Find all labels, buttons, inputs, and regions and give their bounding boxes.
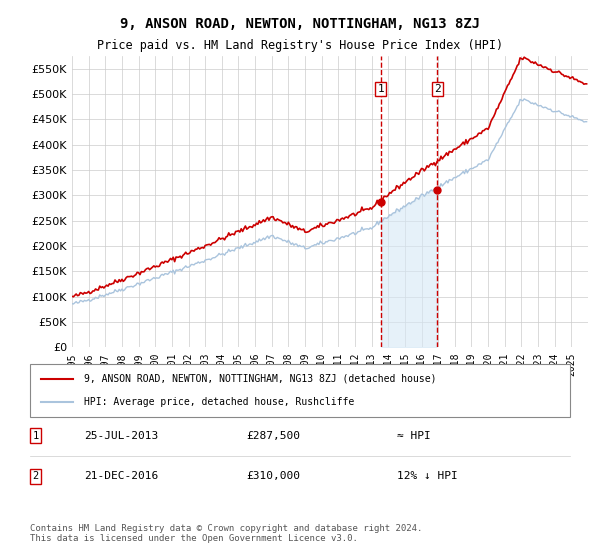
Text: ≈ HPI: ≈ HPI [397,431,431,441]
Text: 12% ↓ HPI: 12% ↓ HPI [397,472,458,482]
Text: Price paid vs. HM Land Registry's House Price Index (HPI): Price paid vs. HM Land Registry's House … [97,39,503,52]
Text: HPI: Average price, detached house, Rushcliffe: HPI: Average price, detached house, Rush… [84,397,354,407]
Text: 21-DEC-2016: 21-DEC-2016 [84,472,158,482]
Text: Contains HM Land Registry data © Crown copyright and database right 2024.
This d: Contains HM Land Registry data © Crown c… [30,524,422,543]
Text: £310,000: £310,000 [246,472,300,482]
Text: 1: 1 [32,431,38,441]
Text: 2: 2 [32,472,38,482]
Text: 1: 1 [377,84,384,94]
Text: £287,500: £287,500 [246,431,300,441]
Text: 2: 2 [434,84,441,94]
Text: 25-JUL-2013: 25-JUL-2013 [84,431,158,441]
FancyBboxPatch shape [30,364,570,417]
Text: 9, ANSON ROAD, NEWTON, NOTTINGHAM, NG13 8ZJ (detached house): 9, ANSON ROAD, NEWTON, NOTTINGHAM, NG13 … [84,374,437,384]
Text: 9, ANSON ROAD, NEWTON, NOTTINGHAM, NG13 8ZJ: 9, ANSON ROAD, NEWTON, NOTTINGHAM, NG13 … [120,17,480,31]
